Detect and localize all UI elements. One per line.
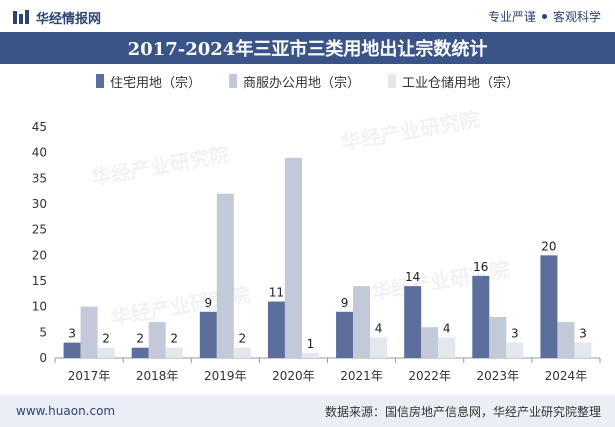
- chart-title: 2017-2024年三亚市三类用地出让宗数统计: [127, 39, 488, 60]
- slogan-right: 客观科学: [552, 10, 601, 24]
- bar-s1-1: [131, 347, 149, 358]
- legend-swatch-series1: [95, 74, 104, 88]
- footer-site: www.huaon.com: [16, 404, 116, 418]
- logo-text: 华经情报网: [36, 11, 102, 27]
- bar-s3-1: [165, 347, 183, 358]
- data-label-s1-7: 20: [541, 239, 556, 253]
- logo: 华经情报网: [12, 8, 102, 27]
- bar-s2-7: [557, 322, 575, 358]
- bar-s1-4: [336, 311, 354, 358]
- data-label-s3-1: 2: [170, 332, 178, 346]
- legend-label-series1: 住宅用地（宗）: [109, 75, 201, 91]
- bar-chart: 0 5 10 15 20 25 30 35 40 45 3 2 2017年 2 2 2018年 9 2 2019年 1…: [32, 120, 601, 383]
- legend-swatch-series3: [388, 74, 396, 88]
- data-label-s1-2: 9: [204, 296, 212, 310]
- x-tick-label-3: 2020年: [272, 369, 315, 383]
- data-label-s1-6: 16: [473, 260, 488, 274]
- data-label-s1-1: 2: [136, 332, 144, 346]
- bar-s3-7: [574, 342, 592, 358]
- y-tick-label-1: 5: [39, 325, 47, 339]
- data-label-s3-6: 3: [511, 327, 519, 341]
- y-tick-label-4: 20: [32, 248, 47, 262]
- data-label-s3-7: 3: [579, 327, 587, 341]
- bar-s3-3: [301, 352, 319, 358]
- legend-label-series2: 商服办公用地（宗）: [242, 75, 360, 91]
- y-tick-label-6: 30: [32, 197, 47, 211]
- y-tick-label-9: 45: [32, 120, 47, 134]
- bar-s1-0: [63, 342, 81, 358]
- y-tick-label-3: 15: [32, 274, 47, 288]
- x-tick-label-7: 2024年: [545, 369, 588, 383]
- x-tick-label-4: 2021年: [340, 369, 383, 383]
- data-label-s1-0: 3: [68, 327, 76, 341]
- y-tick-label-7: 35: [32, 171, 47, 185]
- legend-item-series1: 住宅用地（宗）: [95, 72, 201, 91]
- bar-s1-6: [472, 275, 490, 358]
- bar-s2-5: [421, 327, 439, 358]
- y-tick-label-5: 25: [32, 223, 47, 237]
- slogan-left: 专业严谨: [487, 10, 536, 24]
- data-label-s3-2: 2: [238, 332, 246, 346]
- y-tick-label-2: 10: [32, 300, 47, 314]
- bar-s1-3: [267, 301, 285, 358]
- logo-icon: [13, 10, 29, 24]
- data-label-s1-5: 14: [405, 270, 420, 284]
- x-tick-label-2: 2019年: [204, 369, 247, 383]
- y-tick-label-8: 40: [32, 146, 47, 160]
- legend-swatch-series2: [228, 74, 237, 88]
- bar-s3-2: [233, 347, 251, 358]
- bar-s2-2: [216, 193, 234, 358]
- x-tick-label-1: 2018年: [136, 369, 179, 383]
- legend: 住宅用地（宗） 商服办公用地（宗） 工业仓储用地（宗）: [0, 70, 615, 92]
- slogan: 专业严谨 客观科学: [488, 8, 601, 25]
- data-label-s3-0: 2: [102, 332, 110, 346]
- data-label-s3-4: 4: [375, 321, 383, 335]
- footer: www.huaon.com 数据来源：国信房地产信息网，华经产业研究院整理: [0, 395, 615, 427]
- title-band: 2017-2024年三亚市三类用地出让宗数统计: [0, 32, 615, 64]
- legend-label-series3: 工业仓储用地（宗）: [402, 75, 520, 91]
- bar-s2-4: [353, 286, 371, 358]
- legend-item-series2: 商服办公用地（宗）: [228, 72, 360, 91]
- bar-s3-4: [370, 337, 388, 358]
- bar-s1-7: [540, 255, 558, 358]
- x-tick-label-5: 2022年: [408, 369, 451, 383]
- y-tick-label-0: 0: [39, 351, 47, 365]
- bar-s1-2: [199, 311, 217, 358]
- bar-s3-6: [506, 342, 524, 358]
- footer-source: 数据来源：国信房地产信息网，华经产业研究院整理: [324, 404, 601, 419]
- legend-item-series3: 工业仓储用地（宗）: [388, 72, 519, 91]
- bar-s2-6: [489, 316, 507, 358]
- bar-s2-0: [80, 306, 98, 358]
- bar-s2-3: [284, 157, 302, 358]
- bar-s3-0: [97, 347, 115, 358]
- data-label-s1-4: 9: [341, 296, 349, 310]
- bar-s2-1: [148, 322, 166, 358]
- top-bar: 华经情报网 专业严谨 客观科学: [0, 0, 615, 32]
- data-label-s3-5: 4: [443, 321, 451, 335]
- data-label-s1-3: 11: [269, 286, 284, 300]
- dot-icon: [541, 14, 547, 19]
- bar-s1-5: [404, 286, 422, 358]
- bar-s3-5: [438, 337, 456, 358]
- data-label-s3-3: 1: [307, 337, 315, 351]
- x-tick-label-6: 2023年: [477, 369, 520, 383]
- x-tick-label-0: 2017年: [68, 369, 111, 383]
